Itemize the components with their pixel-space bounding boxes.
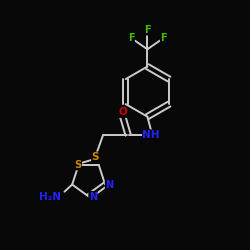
Text: O: O <box>118 108 127 118</box>
Text: F: F <box>160 33 167 43</box>
Text: F: F <box>144 25 151 35</box>
Text: NH: NH <box>142 130 160 140</box>
Text: S: S <box>92 152 99 162</box>
Text: F: F <box>128 33 134 43</box>
Text: H₂N: H₂N <box>39 192 61 202</box>
Text: S: S <box>74 160 82 170</box>
Text: N: N <box>105 180 114 190</box>
Text: N: N <box>89 192 97 202</box>
